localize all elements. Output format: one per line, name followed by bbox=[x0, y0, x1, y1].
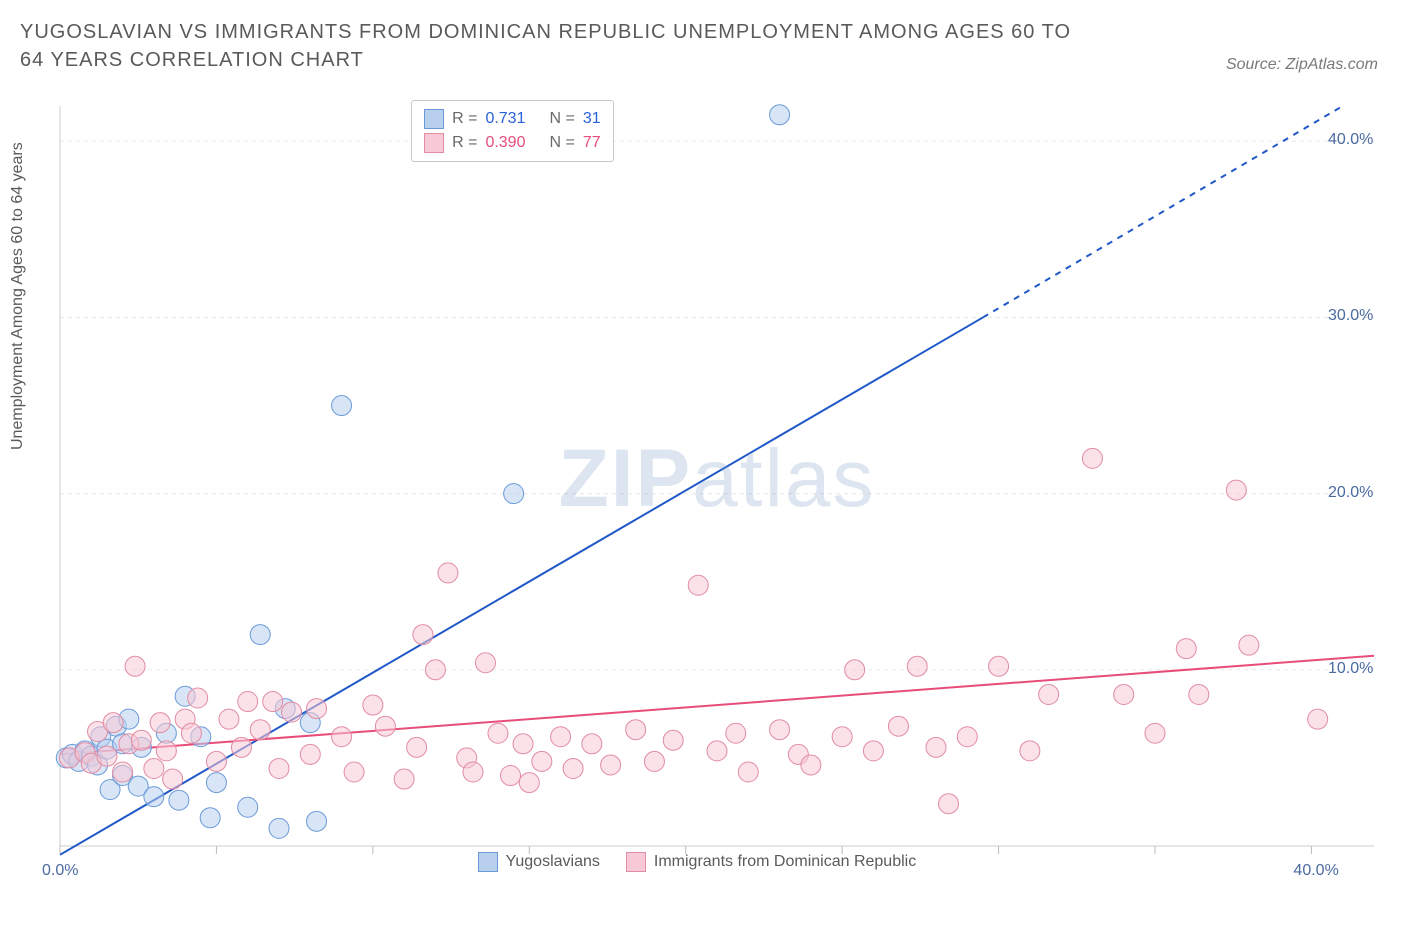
legend-n-label: N = bbox=[549, 110, 574, 128]
y-tick-label: 10.0% bbox=[1328, 660, 1373, 678]
legend-n-value: 31 bbox=[583, 110, 601, 128]
y-axis-label: Unemployment Among Ages 60 to 64 years bbox=[9, 142, 27, 450]
legend-r-value: 0.390 bbox=[485, 134, 525, 152]
legend-swatch bbox=[424, 109, 444, 129]
legend-row: R = 0.390 N = 77 bbox=[424, 131, 601, 155]
chart-area: ZIPatlas R =0.731N =31R =0.390N =77 bbox=[52, 100, 1382, 890]
legend-n-label: N = bbox=[549, 134, 574, 152]
series-legend: Yugoslavians Immigrants from Dominican Re… bbox=[478, 852, 917, 872]
legend-r-value: 0.731 bbox=[485, 110, 525, 128]
legend-r-label: R = bbox=[452, 110, 477, 128]
x-tick-label: 0.0% bbox=[42, 862, 78, 880]
y-tick-label: 40.0% bbox=[1328, 131, 1373, 149]
legend-n-value: 77 bbox=[583, 134, 601, 152]
series-legend-label: Immigrants from Dominican Republic bbox=[654, 853, 916, 871]
series-legend-item: Immigrants from Dominican Republic bbox=[626, 852, 916, 872]
correlation-legend: R = 0.731 N = 31 R = 0.390 N = 77 bbox=[411, 100, 614, 162]
legend-swatch bbox=[626, 852, 646, 872]
series-legend-label: Yugoslavians bbox=[506, 853, 600, 871]
y-tick-label: 20.0% bbox=[1328, 484, 1373, 502]
series-legend-item: Yugoslavians bbox=[478, 852, 600, 872]
legend-row: R = 0.731 N = 31 bbox=[424, 107, 601, 131]
source-attribution: Source: ZipAtlas.com bbox=[1226, 56, 1378, 74]
scatter-plot bbox=[52, 100, 1382, 860]
x-tick-label: 40.0% bbox=[1293, 862, 1338, 880]
y-tick-label: 30.0% bbox=[1328, 307, 1373, 325]
legend-swatch bbox=[424, 133, 444, 153]
legend-r-label: R = bbox=[452, 134, 477, 152]
chart-title: YUGOSLAVIAN VS IMMIGRANTS FROM DOMINICAN… bbox=[20, 18, 1100, 74]
legend-swatch bbox=[478, 852, 498, 872]
